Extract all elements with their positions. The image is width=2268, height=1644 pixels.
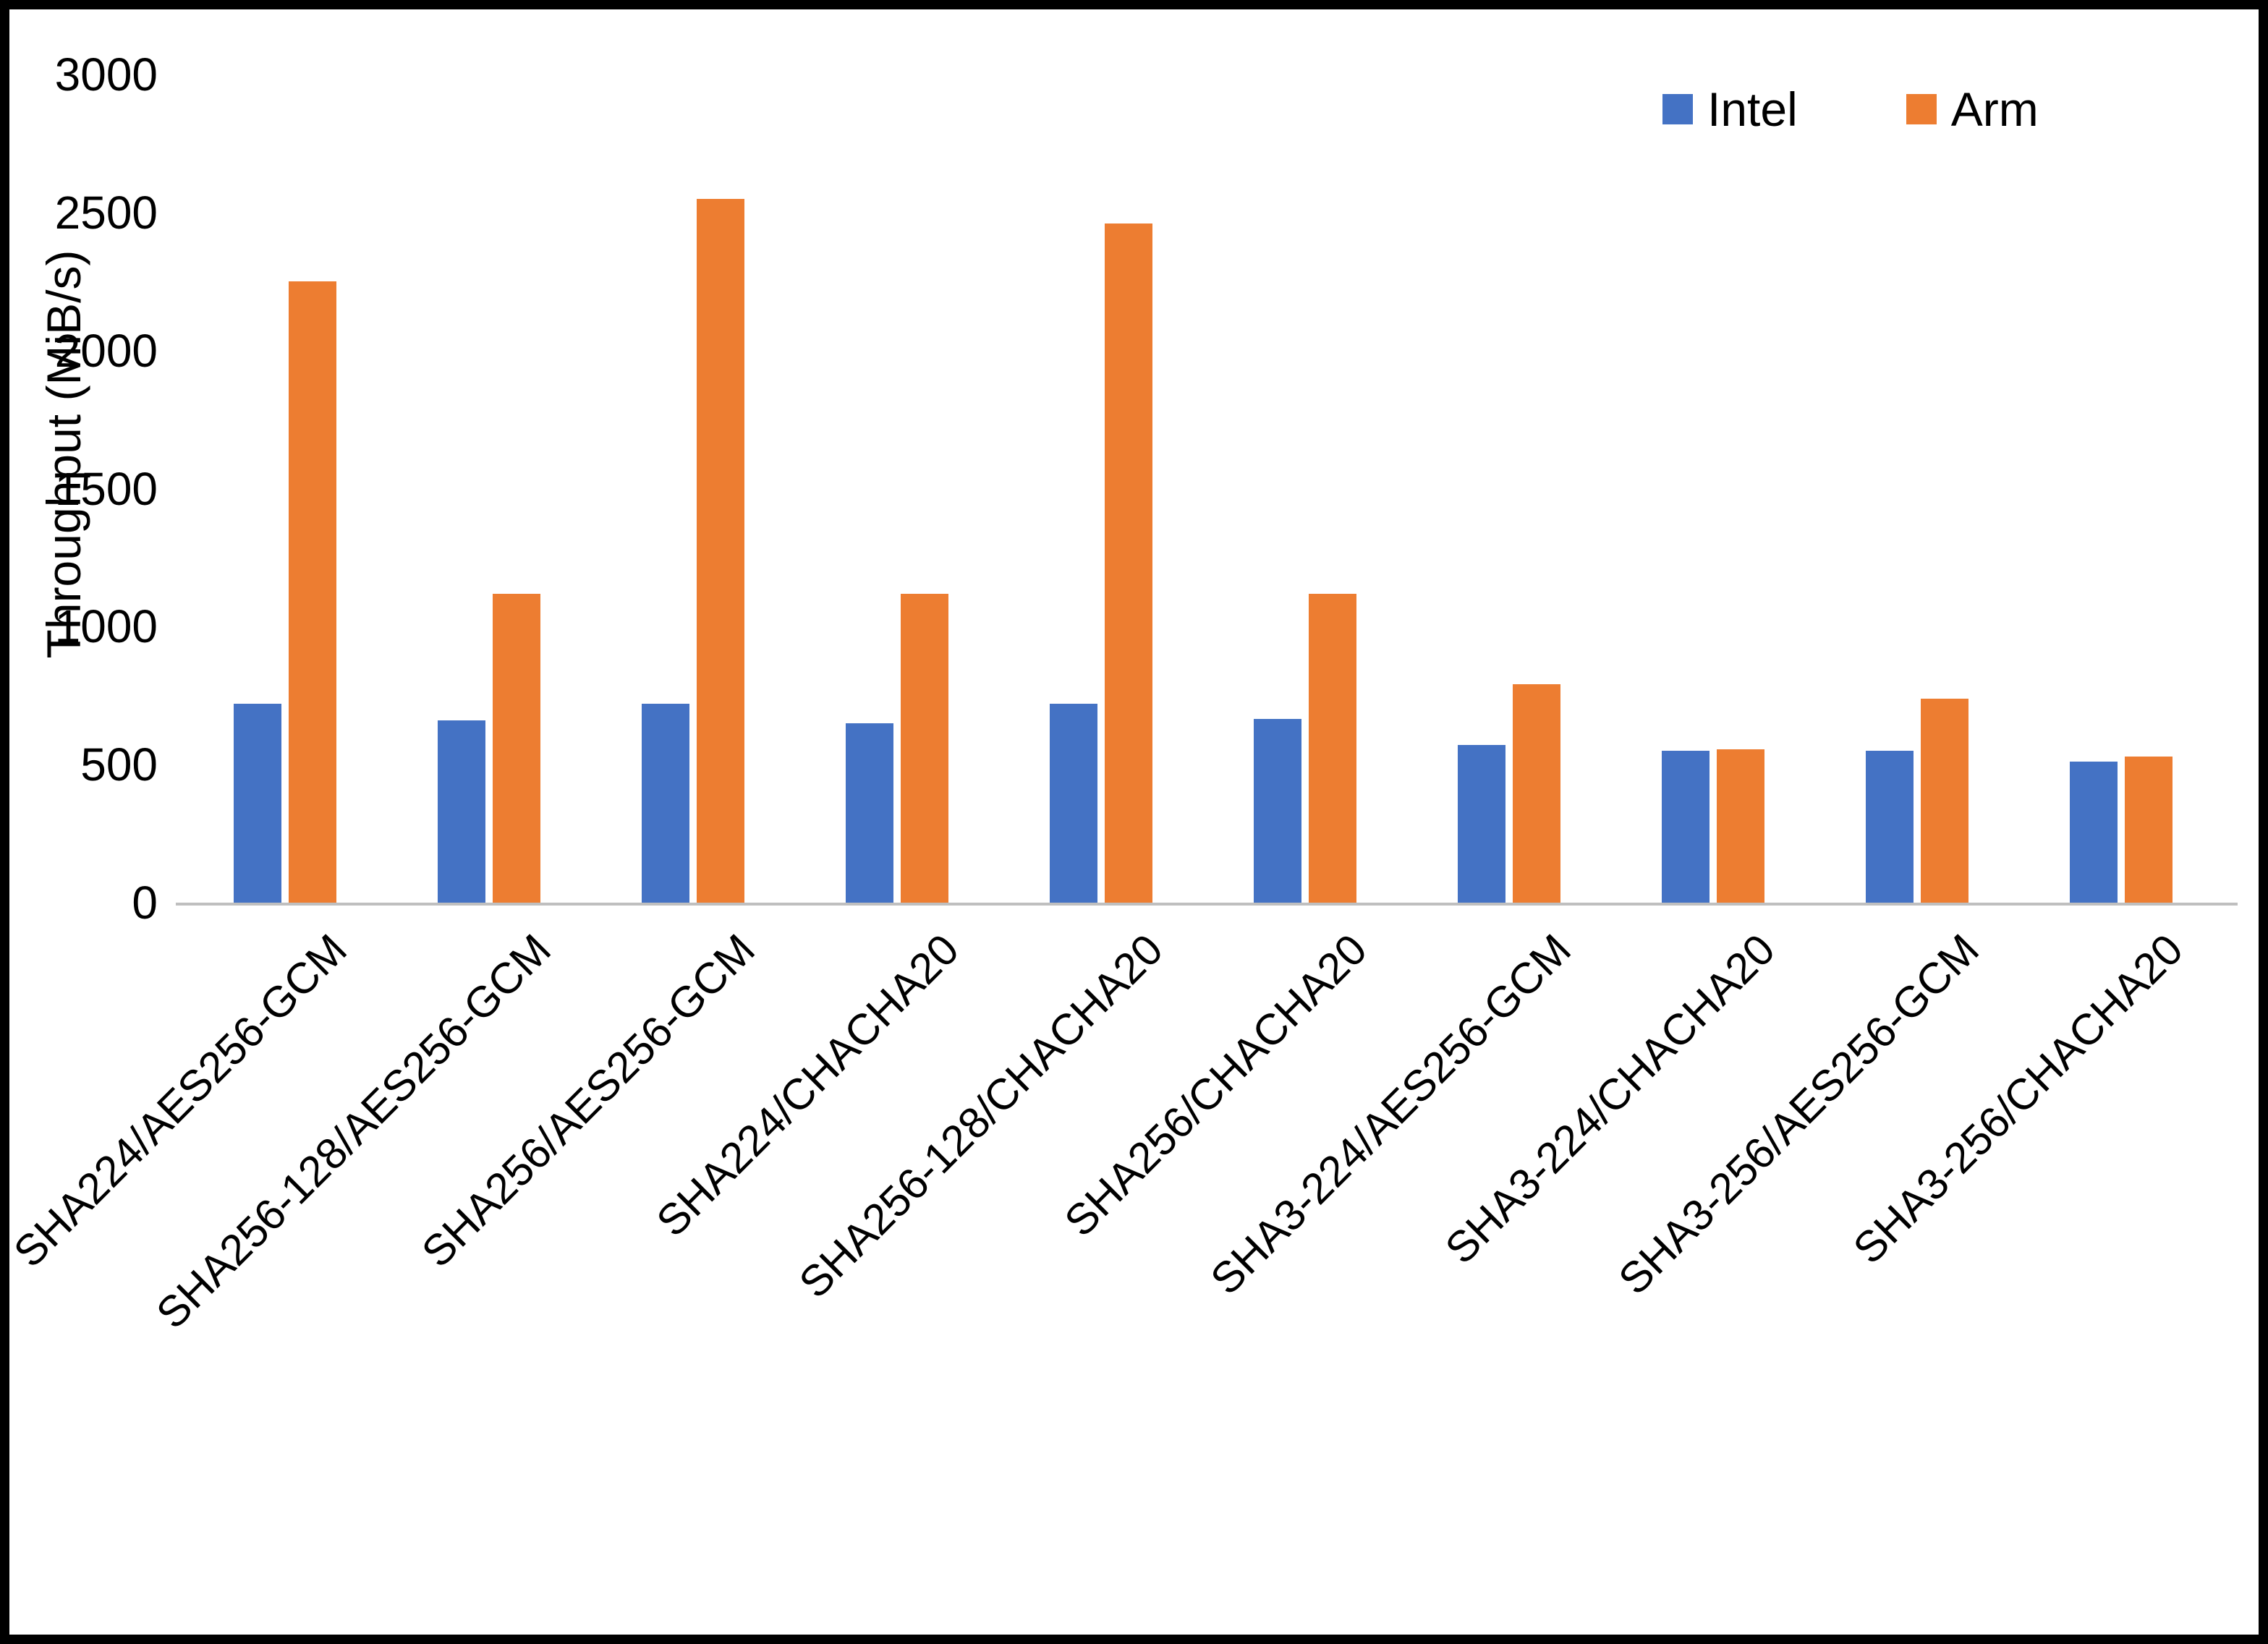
x-axis-category-label: SHA3-224/CHACHA20	[1435, 924, 1785, 1273]
bar-arm-1	[493, 593, 540, 903]
bar-intel-6	[1458, 745, 1505, 903]
bar-intel-3	[846, 723, 893, 903]
x-axis-category-label: SHA3-256/CHACHA20	[1843, 924, 2193, 1273]
y-axis-title: Throughput (MiB/s)	[37, 250, 90, 659]
bar-intel-1	[438, 720, 485, 903]
legend-swatch-icon	[1906, 94, 1937, 124]
y-axis-tick-label: 500	[80, 738, 158, 791]
bar-arm-3	[901, 593, 948, 903]
x-axis-category-label: SHA256-128/AES256-GCM	[147, 924, 561, 1338]
bar-intel-5	[1254, 719, 1301, 903]
bar-arm-6	[1513, 684, 1560, 903]
legend-label: Intel	[1707, 82, 1798, 136]
x-axis-category-label: SHA224/CHACHA20	[647, 924, 969, 1246]
legend-item-arm: Arm	[1906, 82, 2039, 137]
x-axis-category-label: SHA3-256/AES256-GCM	[1609, 924, 1989, 1304]
legend: Intel Arm	[1662, 82, 2039, 137]
bar-intel-9	[2070, 762, 2118, 903]
bar-intel-7	[1662, 751, 1710, 903]
bar-arm-0	[289, 281, 336, 903]
legend-label: Arm	[1950, 82, 2039, 136]
legend-item-intel: Intel	[1662, 82, 1798, 137]
bar-arm-9	[2125, 756, 2173, 903]
y-axis-tick-label: 0	[132, 877, 158, 929]
bar-arm-4	[1105, 223, 1152, 903]
bar-intel-8	[1866, 751, 1914, 903]
bar-arm-5	[1309, 593, 1356, 903]
bar-arm-7	[1717, 749, 1764, 903]
x-axis-category-label: SHA224/AES256-GCM	[4, 924, 357, 1277]
x-axis-line	[176, 903, 2238, 906]
x-axis-category-label: SHA256/AES256-GCM	[412, 924, 765, 1277]
y-axis-tick-label: 2500	[54, 186, 158, 239]
y-axis-tick-label: 3000	[54, 48, 158, 101]
plot-area	[183, 74, 2223, 903]
bar-intel-4	[1050, 704, 1097, 903]
bar-arm-2	[697, 198, 744, 903]
x-axis-category-label: SHA256/CHACHA20	[1055, 924, 1377, 1246]
x-axis-category-label: SHA256-128/CHACHA20	[789, 924, 1173, 1308]
x-axis-category-label: SHA3-224/AES256-GCM	[1201, 924, 1581, 1304]
bar-intel-2	[642, 704, 689, 903]
legend-swatch-icon	[1662, 94, 1693, 124]
bar-arm-8	[1921, 698, 1968, 903]
bar-intel-0	[234, 704, 281, 903]
